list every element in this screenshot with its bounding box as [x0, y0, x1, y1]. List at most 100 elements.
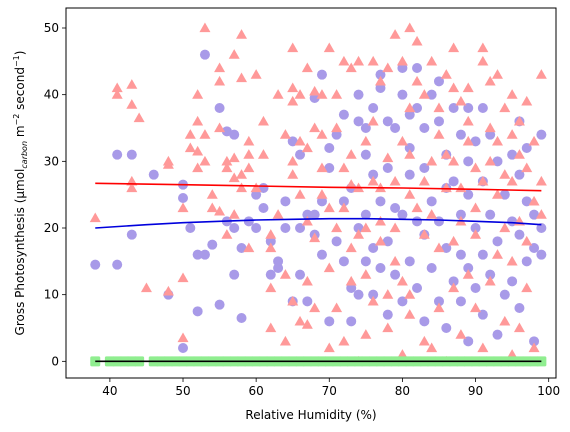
circle-point: [470, 223, 481, 233]
triangle-point: [440, 182, 452, 193]
triangle-point: [265, 242, 277, 253]
circle-point: [126, 229, 137, 240]
circle-point: [295, 149, 306, 160]
circle-point: [368, 169, 379, 180]
triangle-point: [126, 182, 138, 193]
circle-point: [448, 276, 459, 287]
circle-point: [368, 289, 379, 300]
circle-point: [251, 189, 262, 200]
circle-point: [148, 169, 159, 180]
triangle-point: [199, 155, 211, 166]
circle-point: [382, 236, 393, 247]
triangle-point: [491, 249, 503, 259]
triangle-point: [382, 289, 394, 299]
x-tick-label: 70: [322, 384, 337, 398]
circle-point: [375, 83, 386, 93]
triangle-point: [448, 42, 460, 53]
x-tick-label: 40: [102, 384, 117, 398]
triangle-point: [521, 95, 533, 106]
triangle-point: [257, 149, 269, 159]
triangle-point: [228, 209, 240, 219]
circle-point: [485, 209, 496, 220]
triangle-point: [404, 22, 416, 33]
circle-point: [463, 263, 474, 273]
circle-point: [463, 336, 474, 347]
triangle-point: [214, 122, 226, 133]
triangle-point: [404, 102, 416, 113]
triangle-point: [448, 82, 460, 93]
triangle-point: [389, 255, 401, 266]
triangle-point: [470, 302, 482, 313]
triangle-point: [316, 162, 328, 173]
circle-point: [346, 283, 357, 293]
circle-point: [353, 116, 364, 127]
triangle-point: [499, 169, 511, 179]
circle-point: [229, 269, 240, 280]
circle-point: [360, 123, 371, 133]
triangle-point: [338, 162, 350, 173]
triangle-point: [367, 175, 379, 186]
fit-line-2: [95, 217, 542, 229]
triangle-point: [316, 89, 328, 99]
triangle-point: [521, 235, 533, 246]
triangle-point: [484, 275, 496, 286]
triangle-point: [214, 205, 226, 216]
triangle-point: [243, 135, 255, 146]
circle-point: [412, 63, 423, 73]
triangle-point: [418, 335, 430, 346]
triangle-point: [199, 22, 211, 33]
circle-point: [236, 313, 247, 323]
circle-point: [507, 149, 518, 160]
circle-point: [455, 249, 466, 260]
triangle-point: [294, 135, 306, 146]
triangle-point: [323, 262, 335, 273]
triangle-point: [294, 89, 306, 99]
triangle-point: [257, 115, 269, 126]
x-tick-label: 100: [537, 384, 560, 398]
triangle-point: [243, 149, 255, 159]
y-axis: 0 10 20 30 40 50: [44, 21, 66, 368]
triangle-point: [535, 209, 547, 219]
circle-point: [353, 289, 364, 300]
circle-point: [433, 216, 444, 227]
circle-point: [302, 296, 313, 307]
triangle-point: [491, 189, 503, 199]
triangle-point: [506, 255, 518, 266]
triangle-point: [448, 235, 460, 246]
triangle-point: [389, 29, 401, 39]
triangle-point: [360, 222, 372, 233]
triangle-point: [279, 335, 291, 346]
triangle-point: [309, 122, 321, 133]
triangle-point: [411, 75, 423, 86]
circle-point: [382, 163, 393, 173]
triangle-point: [389, 175, 401, 186]
triangle-point: [265, 322, 277, 333]
triangle-point: [433, 302, 445, 313]
circle-point: [360, 209, 371, 220]
plot-frame: [65, 7, 557, 379]
series-triangle: [89, 22, 547, 366]
y-axis-label-superscript-1: −2: [12, 114, 21, 126]
triangle-point: [513, 149, 525, 159]
triangle-point: [111, 89, 123, 99]
triangle-point: [374, 75, 386, 86]
triangle-point: [287, 155, 299, 166]
circle-point: [295, 269, 306, 280]
circle-point: [455, 129, 466, 140]
circle-point: [324, 143, 335, 153]
circle-point: [251, 223, 262, 233]
triangle-point: [404, 289, 416, 299]
triangle-point: [367, 55, 379, 66]
circle-point: [419, 316, 430, 327]
triangle-point: [279, 269, 291, 279]
circle-point: [536, 129, 547, 140]
triangle-point: [309, 85, 321, 96]
triangle-point: [221, 162, 233, 173]
triangle-point: [301, 319, 313, 329]
triangle-point: [265, 229, 277, 239]
triangle-point: [484, 75, 496, 86]
triangle-point: [470, 229, 482, 239]
triangle-point: [353, 229, 365, 239]
circle-point: [316, 196, 327, 207]
